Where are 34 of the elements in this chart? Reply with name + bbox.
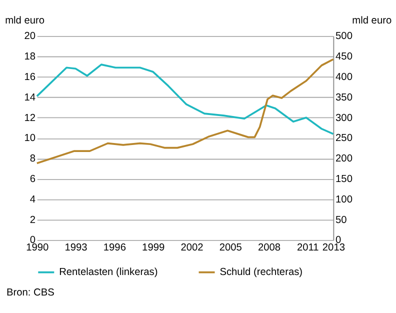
y-tick-label: 10	[24, 133, 36, 144]
y-tick-label: 8	[30, 154, 36, 165]
x-tick-label: 1993	[64, 242, 88, 254]
y2-tick-label: 350	[336, 92, 353, 104]
y-tick-label: 6	[30, 174, 36, 186]
y2-axis-title: mld euro	[352, 16, 392, 27]
y-tick-label: 2	[30, 214, 36, 226]
legend-label: Rentelasten (linkeras)	[59, 267, 158, 278]
y2-tick-label: 50	[336, 214, 348, 226]
x-tick-label: 2002	[180, 242, 204, 254]
y-tick-label: 20	[24, 31, 36, 42]
y-axis-title: mld euro	[5, 16, 45, 27]
y2-tick-label: 500	[336, 31, 353, 42]
line-series	[36, 58, 334, 164]
x-tick-label: 1999	[142, 242, 165, 254]
y2-tick-label: 400	[336, 72, 353, 84]
x-tick-label: 2008	[258, 242, 281, 254]
text: Bron: CBS	[6, 287, 55, 298]
y-tick-label: 12	[24, 112, 36, 124]
y-tick-label: 4	[30, 194, 36, 206]
y2-tick-label: 150	[336, 174, 353, 186]
y-tick-label: 16	[24, 72, 36, 84]
line-series	[36, 64, 334, 135]
y2-tick-label: 250	[336, 133, 353, 144]
y2-tick-label: 300	[336, 112, 353, 124]
y2-tick-label: 100	[336, 194, 353, 206]
y2-tick-label: 200	[336, 154, 353, 165]
y-tick-label: 18	[24, 52, 36, 63]
x-tick-label: 1996	[103, 242, 126, 254]
legend-label: Schuld (rechteras)	[220, 267, 303, 278]
x-tick-label: 2011	[297, 242, 320, 254]
y-tick-label: 14	[24, 92, 36, 104]
y2-tick-label: 450	[336, 52, 353, 63]
x-tick-label: 2005	[219, 242, 242, 254]
